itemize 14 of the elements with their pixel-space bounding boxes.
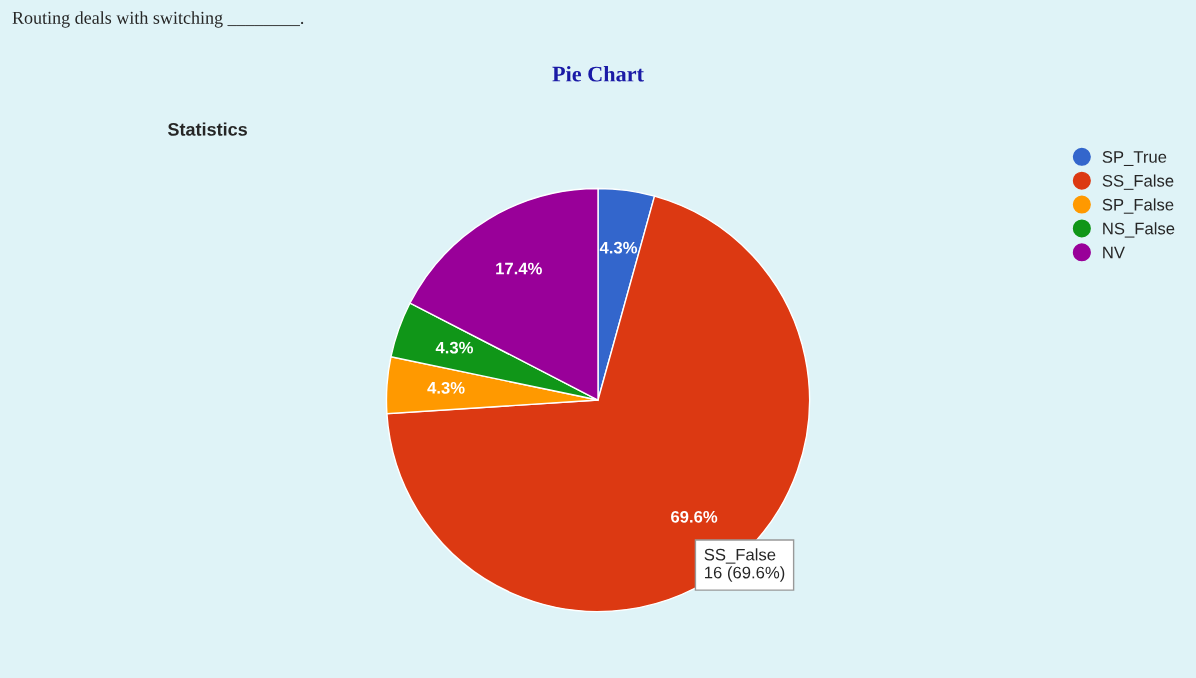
- legend-label: NS_False: [1103, 222, 1175, 238]
- legend-label: SP_True: [1102, 151, 1167, 166]
- data-label: 69.6%: [671, 510, 718, 523]
- legend-label: SS_False: [1102, 174, 1174, 190]
- data-label: 4.3%: [427, 381, 465, 394]
- data-label: 4.3%: [599, 241, 638, 254]
- text: Statistics: [167, 122, 247, 136]
- text: Routing deals with switching ________.: [12, 11, 304, 28]
- chart-title: Pie Chart: [552, 65, 644, 82]
- legend-label: SP_False: [1102, 198, 1174, 214]
- data-label: 4.3%: [435, 341, 474, 354]
- text: SS_False 16 (69.6%): [704, 548, 785, 582]
- legend-label: NV: [1103, 246, 1125, 259]
- data-label: 17.4%: [496, 262, 542, 275]
